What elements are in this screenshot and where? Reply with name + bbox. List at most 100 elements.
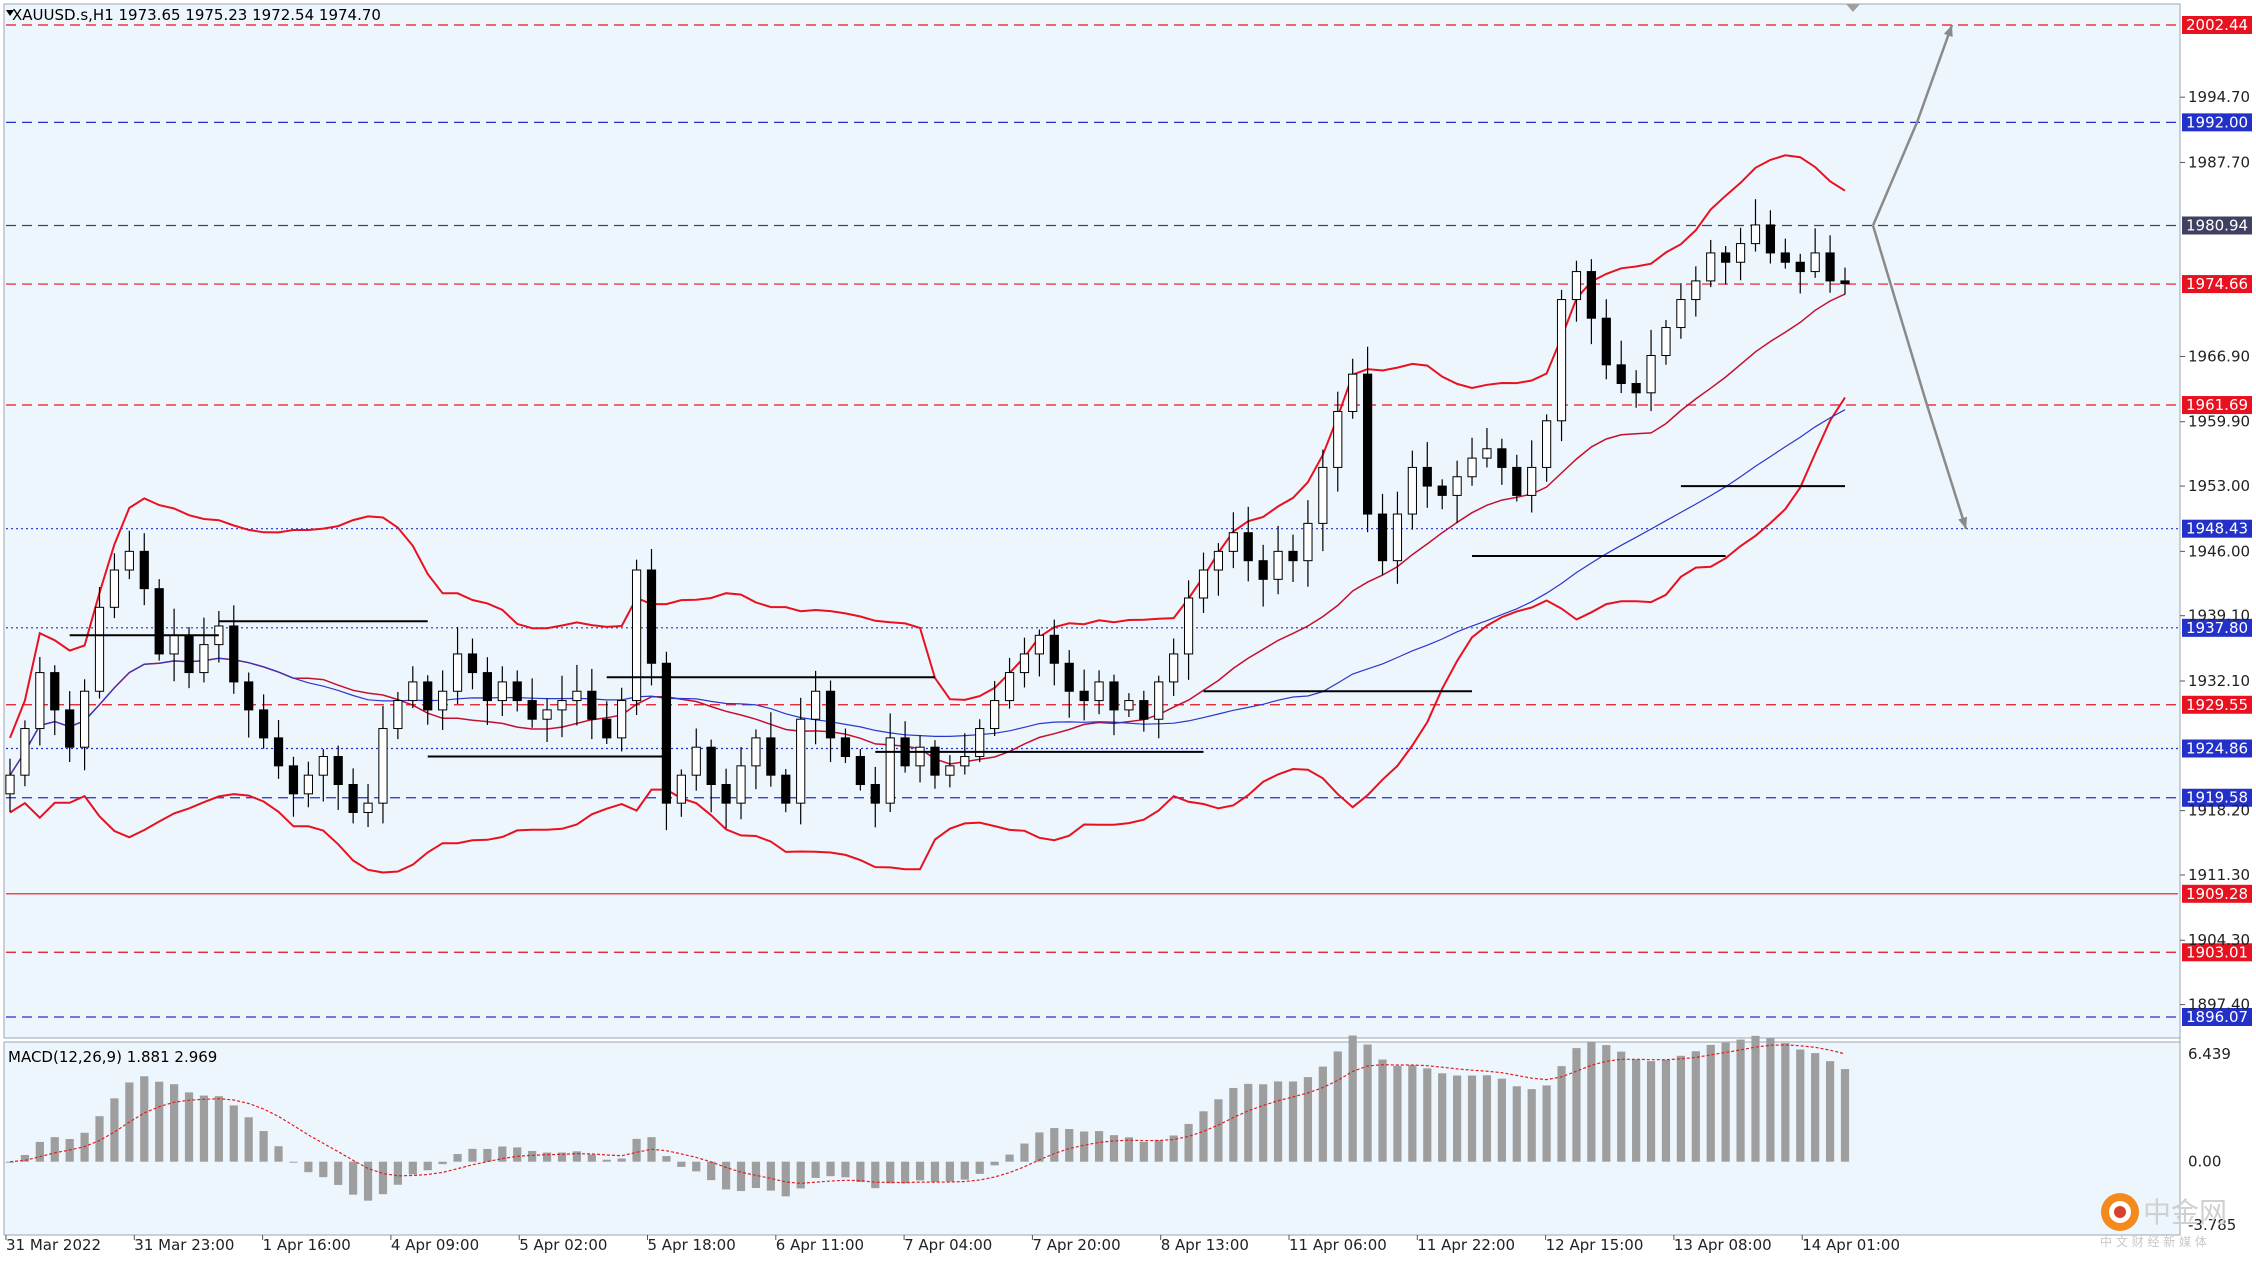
macd-histogram-bar (1005, 1154, 1014, 1162)
macd-histogram-bar (50, 1137, 59, 1162)
macd-histogram-bar (915, 1161, 925, 1181)
price-tick-label: 1994.70 (2188, 88, 2250, 106)
macd-histogram-bar (1080, 1131, 1089, 1162)
candle-bull (1094, 681, 1104, 702)
chart-shift-marker-icon[interactable] (1846, 4, 1860, 12)
candle-bull (35, 672, 45, 730)
macd-histogram-bar (408, 1161, 417, 1175)
watermark-logo: 中金网 中 文 财 经 新 媒 体 (2100, 1193, 2227, 1249)
price-tick-label: 1946.00 (2188, 542, 2250, 560)
macd-histogram-bar (1572, 1048, 1581, 1162)
candle-bear (870, 784, 880, 804)
candle-bull (1676, 299, 1686, 329)
macd-histogram-bar (1661, 1059, 1671, 1162)
macd-histogram-bar (1676, 1055, 1685, 1162)
macd-histogram-bar (901, 1161, 910, 1184)
macd-histogram-bar (975, 1161, 984, 1174)
macd-histogram-bar (930, 1161, 940, 1182)
candle-bull (572, 690, 582, 702)
macd-histogram-bar (1542, 1085, 1551, 1162)
macd-histogram-bar (721, 1161, 731, 1190)
time-axis: 31 Mar 2022 31 Mar 23:00 1 Apr 16:00 4 Apr … (5, 1235, 1900, 1254)
candle-bear (467, 653, 478, 674)
macd-histogram-bar (1482, 1075, 1492, 1162)
macd-histogram-bar (1318, 1066, 1327, 1162)
level-price-tag-label: 1937.80 (2186, 619, 2248, 637)
bullish-projection-arrow (1871, 24, 1954, 226)
time-tick-label: 7 Apr 20:00 (1032, 1236, 1120, 1254)
macd-histogram-bar (1423, 1068, 1432, 1162)
candle-bear (1422, 466, 1432, 487)
level-price-tag (2182, 216, 2252, 235)
price-tick-label: 1987.70 (2188, 153, 2250, 171)
candle-bear (1765, 224, 1776, 254)
support-resistance-levels (6, 24, 2178, 1018)
macd-histogram-bar (259, 1131, 268, 1162)
macd-histogram-bar (289, 1161, 298, 1163)
macd-histogram-bar (438, 1161, 447, 1165)
candle-bear (1497, 448, 1507, 468)
candle-bear (1258, 560, 1268, 580)
level-price-tag-label: 1919.58 (2186, 789, 2248, 807)
level-price-tag (2182, 113, 2252, 132)
macd-histogram-bar (1273, 1081, 1283, 1162)
price-tick-label: 1966.90 (2188, 347, 2250, 365)
macd-histogram-bar (1065, 1129, 1074, 1162)
level-price-tag-label: 1980.94 (2186, 217, 2248, 235)
time-tick-label: 5 Apr 18:00 (648, 1236, 736, 1254)
candle-bear (333, 756, 343, 786)
time-tick-label: 8 Apr 13:00 (1161, 1236, 1249, 1254)
macd-histogram-bar (1646, 1061, 1656, 1162)
candle-bear (781, 774, 791, 804)
candle-bull (1407, 466, 1417, 515)
macd-histogram-bar (1199, 1111, 1208, 1162)
candle-bull (796, 718, 806, 804)
candle-bull (691, 746, 701, 776)
candle-bull (1527, 466, 1537, 496)
time-tick-label: 1 Apr 16:00 (263, 1236, 351, 1254)
candle-bull (1661, 327, 1671, 357)
candle-bear (139, 550, 149, 590)
macd-histogram-bar (1438, 1073, 1447, 1162)
candle-bear (1079, 690, 1089, 702)
candle-bear (50, 672, 60, 711)
macd-tick-label: 6.439 (2188, 1045, 2231, 1063)
candle-bull (393, 700, 403, 730)
candle-bear (423, 681, 433, 711)
candle-bear (706, 746, 716, 786)
macd-histogram-bar (1035, 1132, 1044, 1162)
macd-histogram-bar (453, 1154, 462, 1162)
candle-bull (1750, 224, 1761, 245)
candle-bull (1183, 597, 1194, 655)
macd-histogram-bar (214, 1096, 223, 1162)
price-tick-label: 1904.30 (2188, 931, 2250, 949)
candle-bear (721, 784, 731, 804)
candle-bull (975, 728, 985, 758)
candle-bull (1810, 252, 1820, 273)
candle-bull (960, 756, 970, 767)
macd-histogram-bar (184, 1092, 194, 1162)
time-tick-label: 5 Apr 02:00 (519, 1236, 607, 1254)
macd-histogram-bar (1602, 1045, 1611, 1162)
macd-histogram-bar (1154, 1140, 1163, 1162)
header-collapse-icon[interactable] (6, 10, 14, 16)
time-tick-label: 6 Apr 11:00 (776, 1236, 864, 1254)
macd-histogram-bar (677, 1161, 686, 1167)
time-tick-label: 13 Apr 08:00 (1674, 1236, 1772, 1254)
macd-histogram-bar (1527, 1089, 1536, 1162)
level-price-tag-label: 1909.28 (2186, 885, 2248, 903)
macd-histogram-bar (1094, 1131, 1104, 1162)
candle-bear (512, 681, 522, 702)
candle-bear (930, 746, 940, 776)
candle-bear (840, 737, 851, 758)
bollinger-upper-band (9, 154, 1846, 739)
macd-histogram-bar (229, 1105, 238, 1162)
candle-bull (1556, 299, 1567, 422)
blue-moving-average (9, 409, 1846, 776)
candle-bull (378, 728, 388, 804)
candle-bull (542, 709, 552, 720)
candle-bull (1571, 271, 1582, 301)
watermark-logo-text: 中金网 (2143, 1196, 2227, 1229)
candle-bull (885, 737, 895, 804)
